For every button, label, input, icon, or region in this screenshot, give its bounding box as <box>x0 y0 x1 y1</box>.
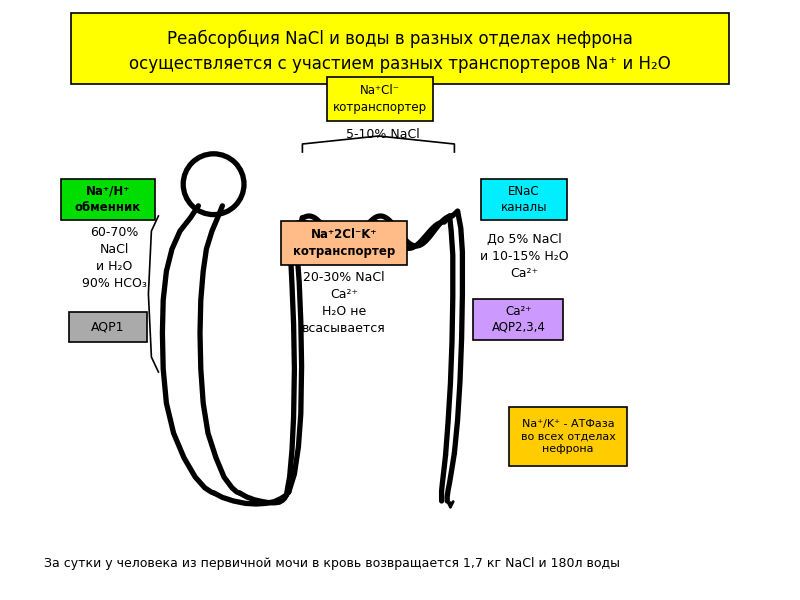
Text: Na⁺/K⁺ - АТФаза
во всех отделах
нефрона: Na⁺/K⁺ - АТФаза во всех отделах нефрона <box>521 419 615 454</box>
Text: 20-30% NaCl
Ca²⁺
H₂O не
всасывается: 20-30% NaCl Ca²⁺ H₂O не всасывается <box>302 271 386 335</box>
Text: За сутки у человека из первичной мочи в кровь возвращается 1,7 кг NaCl и 180л во: За сутки у человека из первичной мочи в … <box>44 557 620 571</box>
Text: Na⁺/H⁺
обменник: Na⁺/H⁺ обменник <box>75 185 141 214</box>
FancyBboxPatch shape <box>327 77 433 121</box>
FancyBboxPatch shape <box>481 179 567 220</box>
Text: AQP1: AQP1 <box>91 320 125 334</box>
FancyBboxPatch shape <box>69 311 147 343</box>
Text: 5-10% NaCl: 5-10% NaCl <box>346 128 419 142</box>
Text: ENaC
каналы: ENaC каналы <box>501 185 547 214</box>
Text: осуществляется с участием разных транспортеров Na⁺ и H₂O: осуществляется с участием разных транспо… <box>129 55 671 73</box>
Text: Na⁺2Cl⁻K⁺
котранспортер: Na⁺2Cl⁻K⁺ котранспортер <box>293 229 395 257</box>
Text: До 5% NaCl
и 10-15% H₂O
Ca²⁺: До 5% NaCl и 10-15% H₂O Ca²⁺ <box>480 233 568 280</box>
FancyBboxPatch shape <box>281 221 407 265</box>
FancyBboxPatch shape <box>61 179 155 220</box>
FancyBboxPatch shape <box>474 299 563 340</box>
FancyBboxPatch shape <box>509 407 627 466</box>
Text: Na⁺Cl⁻
котранспортер: Na⁺Cl⁻ котранспортер <box>333 85 427 113</box>
Text: Ca²⁺
AQP2,3,4: Ca²⁺ AQP2,3,4 <box>491 305 546 334</box>
FancyBboxPatch shape <box>71 13 729 84</box>
Text: Реабсорбция NaCl и воды в разных отделах нефрона: Реабсорбция NaCl и воды в разных отделах… <box>167 30 633 48</box>
Text: 60-70%
NaCl
и H₂O
90% HCO₃: 60-70% NaCl и H₂O 90% HCO₃ <box>82 226 147 290</box>
